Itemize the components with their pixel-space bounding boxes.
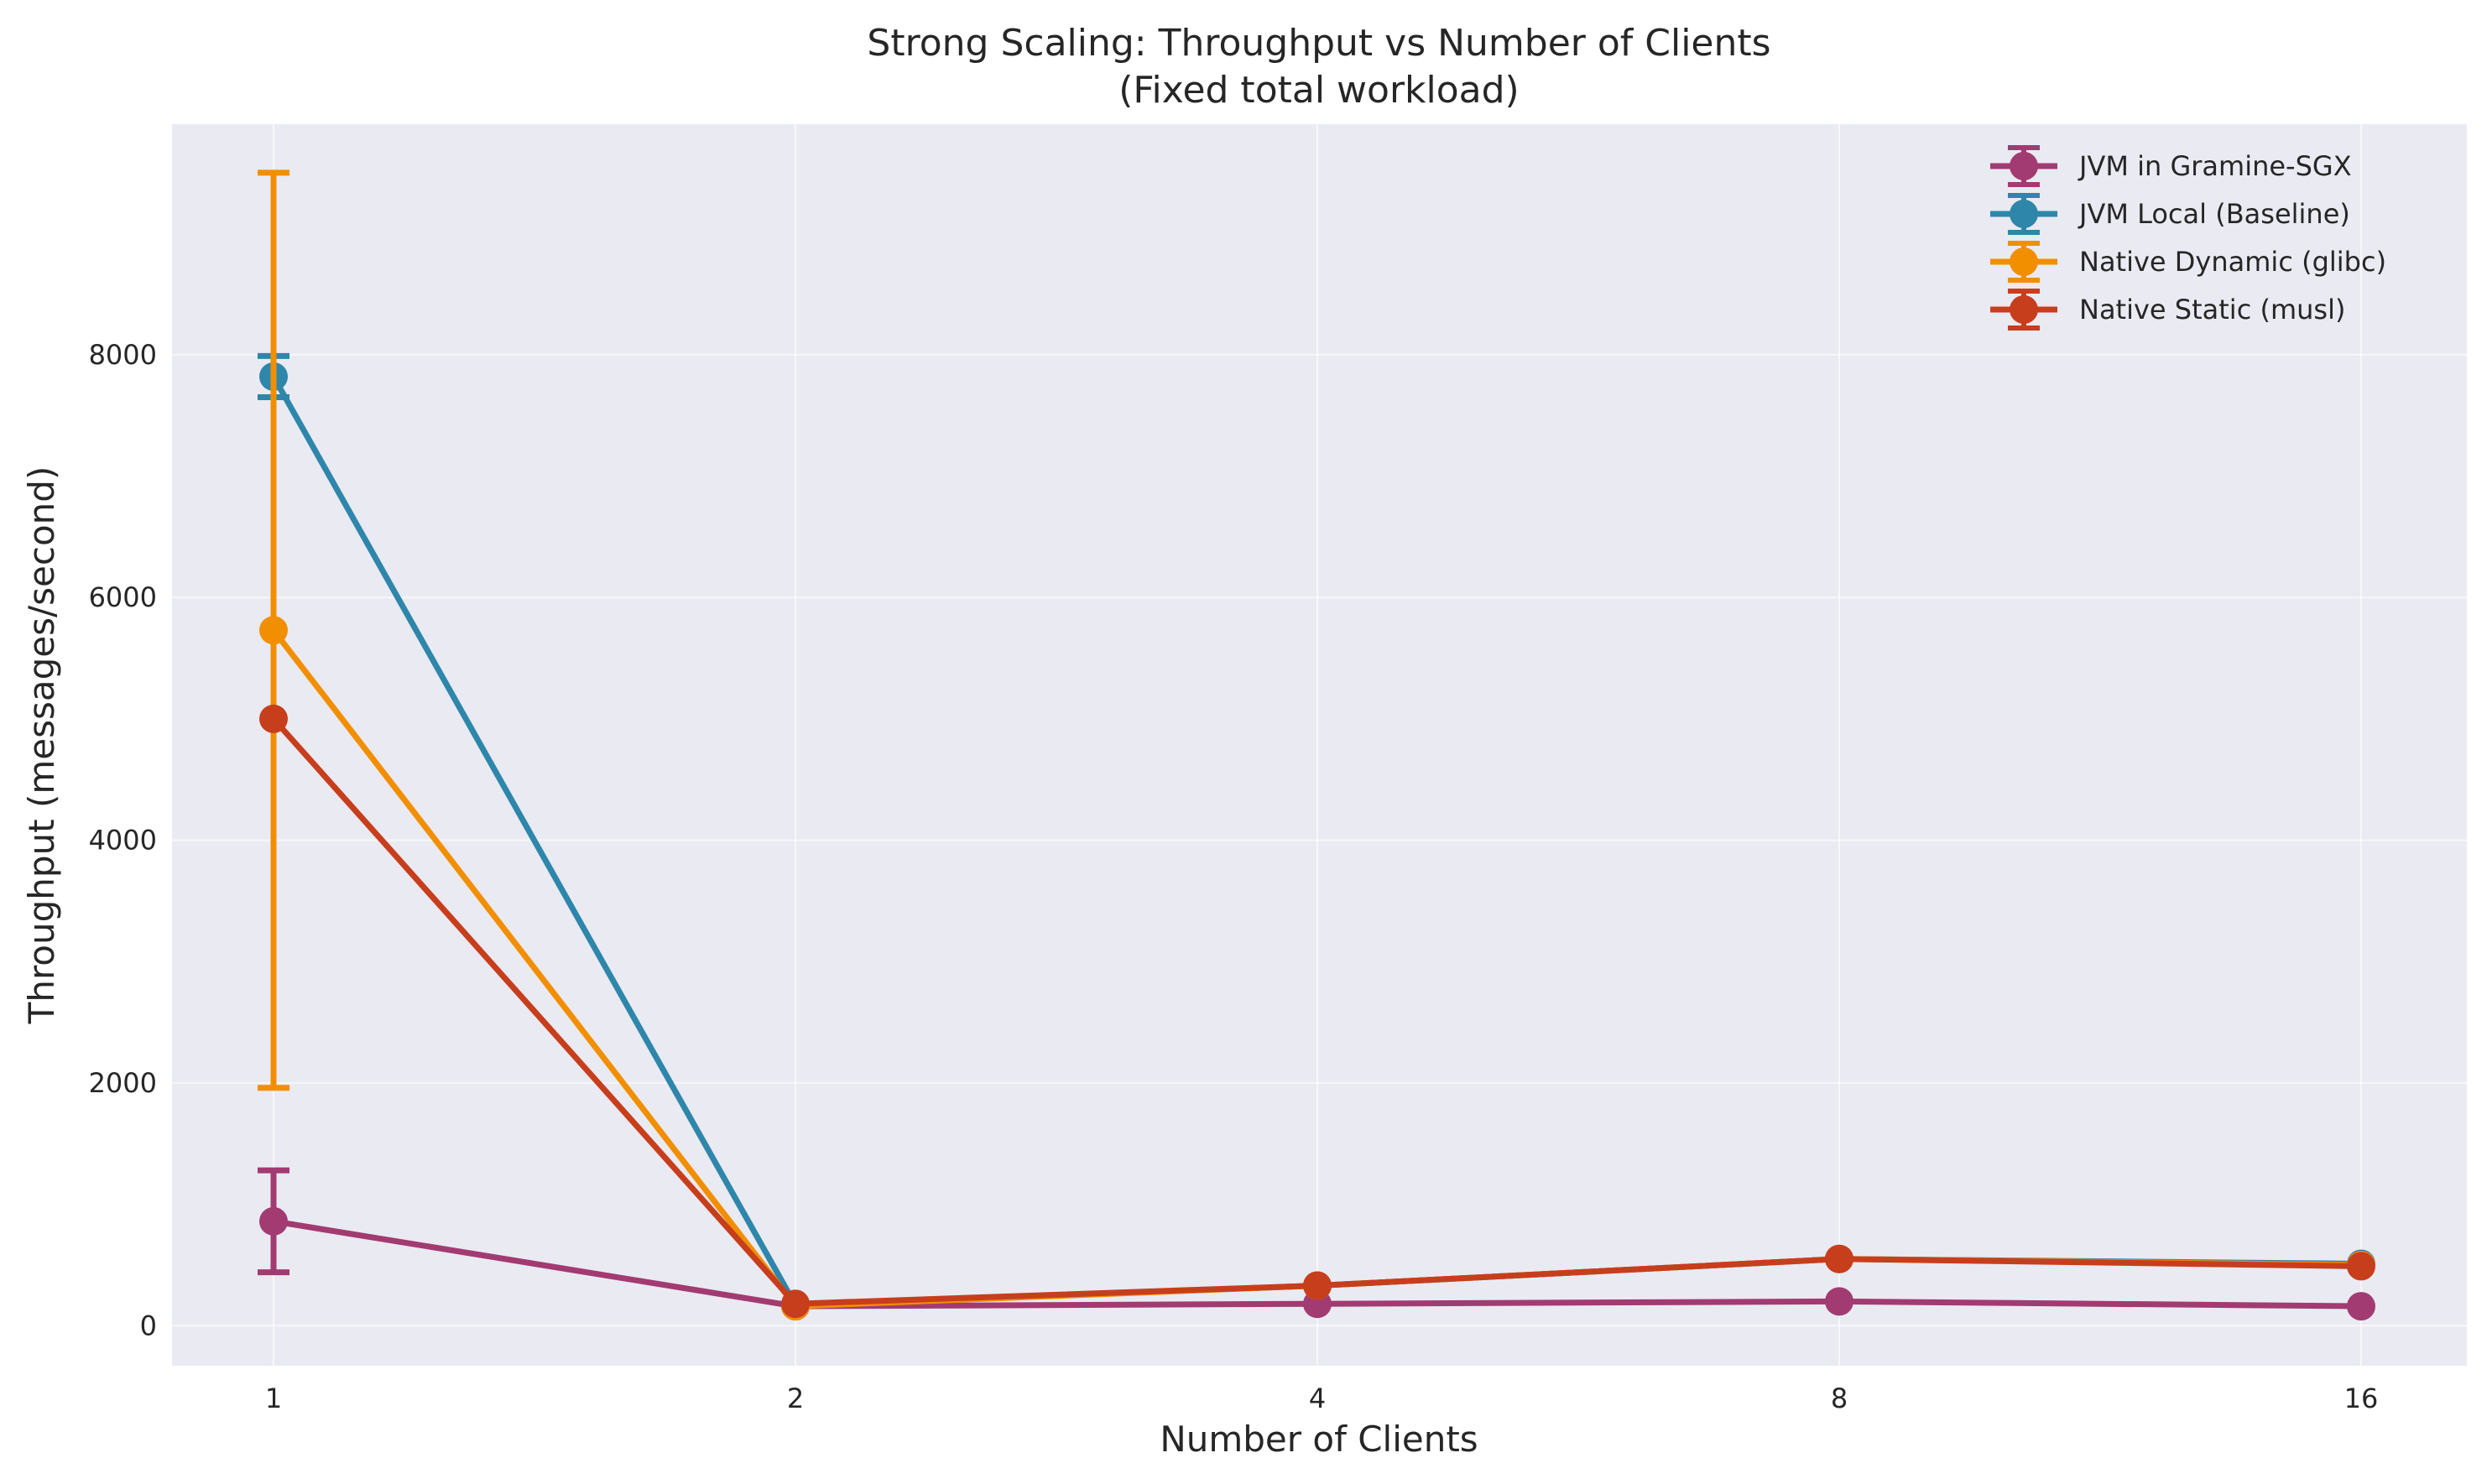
legend-item-1: JVM Local (Baseline) — [1990, 193, 2350, 235]
y-tick-label: 8000 — [89, 339, 157, 371]
data-point — [1825, 1287, 1853, 1316]
series-3 — [259, 704, 2375, 1319]
x-tick-label: 4 — [1309, 1382, 1326, 1414]
y-tick-label: 6000 — [89, 581, 157, 613]
series-layer — [258, 169, 2375, 1321]
data-point — [2347, 1252, 2375, 1281]
data-point — [259, 616, 288, 645]
data-point — [1825, 1244, 1853, 1273]
data-point — [259, 1206, 288, 1236]
x-tick-label: 2 — [787, 1382, 804, 1414]
plot-background — [172, 124, 2467, 1366]
legend: JVM in Gramine-SGX JVM Local (Baseline) Na… — [1990, 145, 2386, 331]
legend-item-2: Native Dynamic (glibc) — [1990, 241, 2386, 283]
series-0 — [258, 1167, 2375, 1321]
legend-marker — [2010, 247, 2038, 276]
legend-marker — [2010, 152, 2038, 180]
x-tick-label: 8 — [1831, 1382, 1848, 1414]
chart-subtitle: (Fixed total workload) — [1118, 69, 1519, 112]
legend-marker — [2010, 200, 2038, 228]
data-point — [781, 1289, 810, 1319]
legend-label: JVM Local (Baseline) — [2078, 198, 2350, 230]
y-tick-label: 0 — [140, 1310, 157, 1341]
legend-marker — [2010, 295, 2038, 324]
data-point — [1303, 1271, 1332, 1300]
legend-item-3: Native Static (musl) — [1990, 289, 2345, 331]
grid-lines — [172, 124, 2467, 1366]
y-axis-ticks: 0 2000 4000 6000 8000 — [89, 339, 157, 1341]
x-axis-ticks: 1 2 4 8 16 — [265, 1382, 2379, 1414]
x-axis-label: Number of Clients — [1160, 1419, 1478, 1460]
x-tick-label: 16 — [2344, 1382, 2379, 1414]
chart-title: Strong Scaling: Throughput vs Number of … — [867, 22, 1770, 65]
y-tick-label: 4000 — [89, 825, 157, 857]
legend-label: Native Static (musl) — [2079, 294, 2345, 325]
data-point — [259, 704, 288, 733]
y-axis-label: Throughput (messages/second) — [21, 466, 62, 1025]
legend-label: JVM in Gramine-SGX — [2078, 150, 2352, 182]
data-point — [2347, 1292, 2375, 1321]
legend-label: Native Dynamic (glibc) — [2079, 246, 2386, 278]
x-tick-label: 1 — [265, 1382, 282, 1414]
y-tick-label: 2000 — [89, 1067, 157, 1099]
legend-item-0: JVM in Gramine-SGX — [1990, 145, 2352, 187]
